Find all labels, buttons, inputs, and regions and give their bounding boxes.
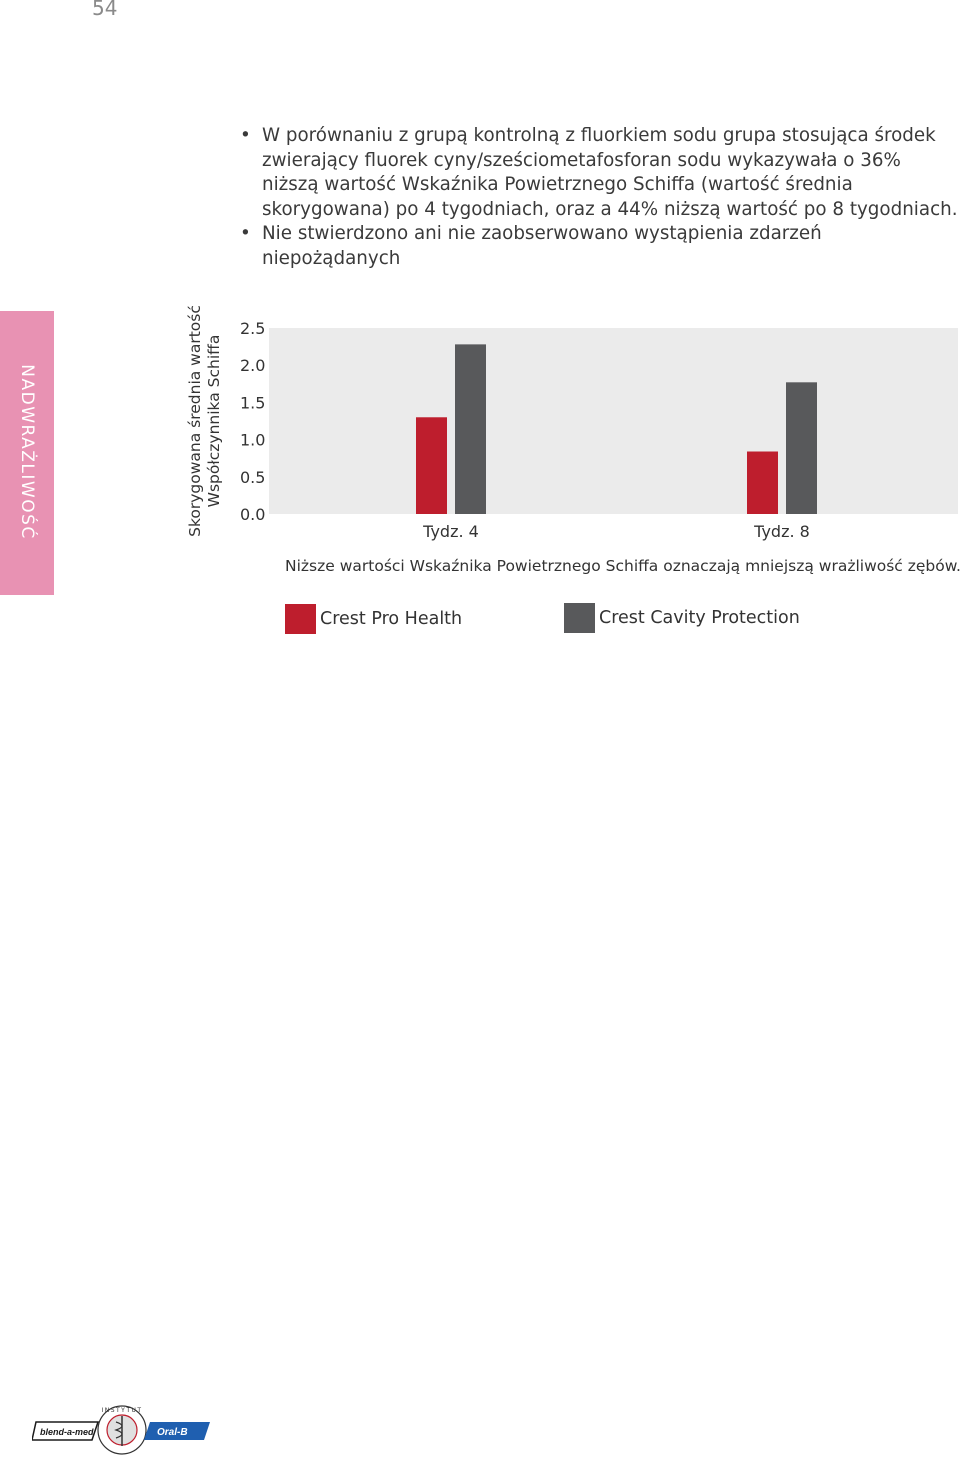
legend-label: Crest Cavity Protection bbox=[599, 608, 800, 628]
side-tab-label: NADWRAŻLIWOŚĆ bbox=[17, 364, 37, 540]
oral-b-logo: Oral-B bbox=[144, 1422, 210, 1440]
bar bbox=[455, 344, 486, 514]
y-tick-label: 0.0 bbox=[240, 505, 265, 524]
x-tick-label: Tydz. 4 bbox=[422, 522, 479, 541]
legend-label: Crest Pro Health bbox=[320, 609, 463, 629]
legend-swatch bbox=[564, 603, 595, 633]
instytut-text: INSTYTUT bbox=[101, 1407, 142, 1414]
bar bbox=[416, 417, 447, 514]
bar bbox=[747, 451, 778, 514]
side-tab bbox=[0, 311, 54, 595]
y-tick-label: 0.5 bbox=[240, 468, 265, 487]
y-tick-label: 2.5 bbox=[240, 319, 265, 338]
y-tick-label: 1.5 bbox=[240, 393, 265, 412]
blend-a-med-logo-text: blend-a-med bbox=[40, 1427, 94, 1437]
bar bbox=[786, 382, 817, 514]
y-axis-label-line: Współczynnika Schiffa bbox=[205, 334, 223, 508]
legend-item-crest-cavity-protection: Crest Cavity Protection bbox=[564, 603, 800, 633]
page-number: 54 bbox=[92, 0, 118, 20]
y-axis-label: Skorygowana średnia wartość Współczynnik… bbox=[186, 305, 224, 537]
legend-swatch bbox=[285, 604, 316, 634]
legend-item-crest-pro-health: Crest Pro Health bbox=[285, 604, 462, 634]
y-tick-label: 2.0 bbox=[240, 356, 265, 375]
bar-chart: 2.5 2.0 1.5 1.0 0.5 0.0 Tydz. 4 Tydz. 8 bbox=[240, 319, 958, 541]
brand-logos: blend-a-med INSTYTUT Oral-B bbox=[32, 1405, 210, 1455]
bullet-item: W porównaniu z grupą kontrolną z fluorki… bbox=[240, 124, 960, 222]
bullet-list: W porównaniu z grupą kontrolną z fluorki… bbox=[240, 124, 960, 271]
instytut-emblem: INSTYTUT bbox=[97, 1405, 147, 1455]
chart-caption: Niższe wartości Wskaźnika Powietrznego S… bbox=[285, 557, 960, 575]
blend-a-med-logo: blend-a-med bbox=[32, 1421, 100, 1441]
bullet-item: Nie stwierdzono ani nie zaobserwowano wy… bbox=[240, 222, 960, 271]
oral-b-logo-text: Oral-B bbox=[157, 1427, 188, 1438]
y-axis-label-line: Skorygowana średnia wartość bbox=[186, 305, 204, 537]
x-tick-label: Tydz. 8 bbox=[753, 522, 810, 541]
y-tick-label: 1.0 bbox=[240, 431, 265, 450]
plot-area bbox=[269, 328, 958, 514]
